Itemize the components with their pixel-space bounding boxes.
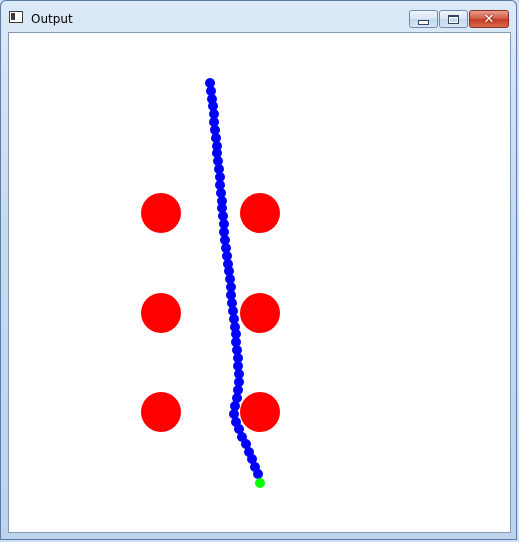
path-point xyxy=(213,156,223,166)
path-point xyxy=(228,306,238,316)
path-point xyxy=(229,314,239,324)
path-point xyxy=(210,125,220,135)
maximize-icon xyxy=(440,11,467,27)
obstacle-circle xyxy=(141,193,181,233)
path-point xyxy=(226,290,236,300)
path-point xyxy=(219,219,229,229)
path-point xyxy=(227,298,237,308)
path-point xyxy=(224,266,234,276)
path-point xyxy=(230,401,240,411)
path-point xyxy=(219,227,229,237)
path-point xyxy=(205,78,215,88)
close-button[interactable]: ✕ xyxy=(469,10,509,28)
output-scene xyxy=(141,78,280,488)
caption-buttons: ✕ xyxy=(409,10,509,29)
path-point xyxy=(232,393,242,403)
obstacle-circle xyxy=(141,392,181,432)
path-point xyxy=(215,180,225,190)
minimize-button[interactable] xyxy=(409,10,438,28)
path-point xyxy=(209,109,219,119)
maximize-button[interactable] xyxy=(439,10,468,28)
path-point xyxy=(217,203,227,213)
path-point xyxy=(232,345,242,355)
path-point xyxy=(220,235,230,245)
path-point xyxy=(216,188,226,198)
close-icon: ✕ xyxy=(483,11,495,27)
path-point xyxy=(211,133,221,143)
path-point xyxy=(222,251,232,261)
path-point xyxy=(234,377,244,387)
path-point xyxy=(218,211,228,221)
path-point xyxy=(212,141,222,151)
path-point xyxy=(226,282,236,292)
path-point xyxy=(217,196,227,206)
minimize-icon xyxy=(410,11,437,27)
path-point xyxy=(229,409,239,419)
output-canvas xyxy=(8,32,511,533)
path-point xyxy=(221,243,231,253)
path-point xyxy=(231,337,241,347)
path-point xyxy=(233,385,243,395)
path-point xyxy=(233,353,243,363)
path-point xyxy=(234,369,244,379)
title-bar[interactable]: Output ✕ xyxy=(1,1,516,31)
path-point xyxy=(225,274,235,284)
path-point xyxy=(253,469,263,479)
path-point xyxy=(206,86,216,96)
path-point xyxy=(209,117,219,127)
path-point xyxy=(233,361,243,371)
path-point xyxy=(208,101,218,111)
path-point xyxy=(234,424,244,434)
path-point xyxy=(241,439,251,449)
console-window-icon[interactable] xyxy=(9,11,23,23)
obstacle-circle xyxy=(141,293,181,333)
goal-point xyxy=(255,478,265,488)
path-point xyxy=(214,164,224,174)
obstacle-circle xyxy=(240,293,280,333)
path-point xyxy=(215,172,225,182)
obstacle-circle xyxy=(240,392,280,432)
path-point xyxy=(212,148,222,158)
path-point xyxy=(247,454,257,464)
obstacle-circle xyxy=(240,193,280,233)
path-point xyxy=(231,329,241,339)
window-title: Output xyxy=(31,12,73,26)
